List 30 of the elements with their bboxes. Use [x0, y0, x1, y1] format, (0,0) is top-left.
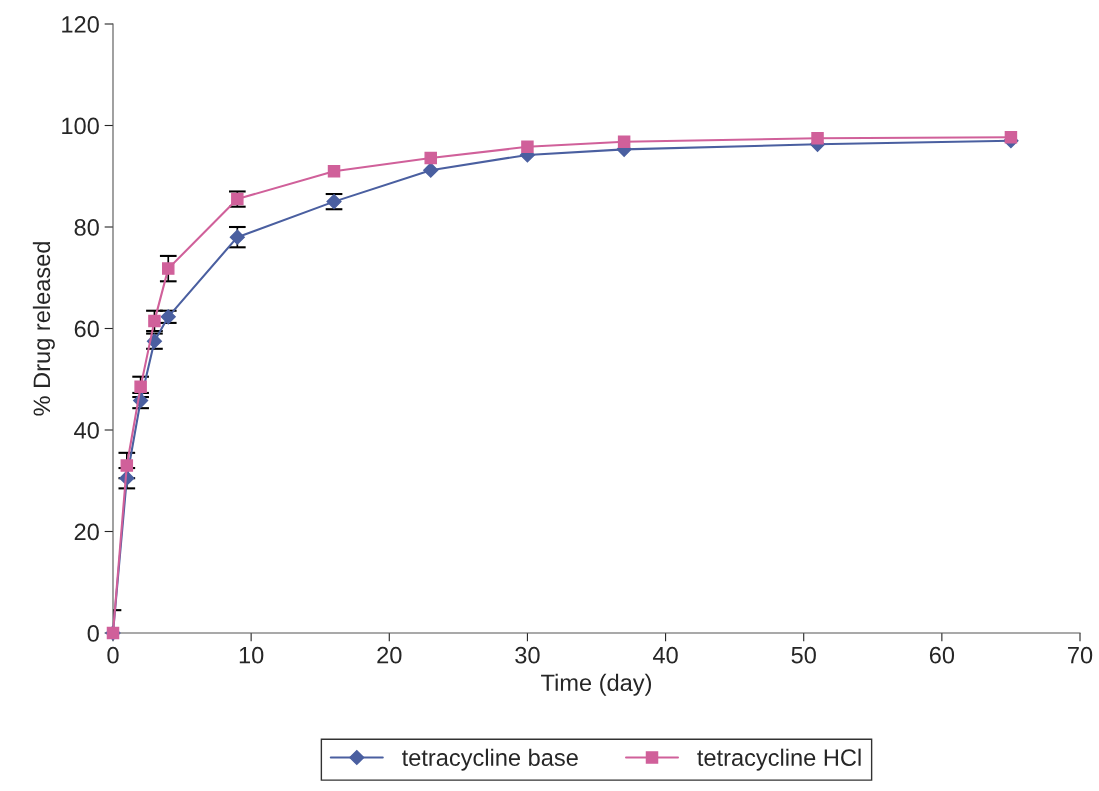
y-tick-label: 100 — [62, 117, 99, 135]
y-axis-title: % Drug released — [32, 242, 55, 416]
y-tick-label: 40 — [74, 422, 99, 439]
y-tick-label: 0 — [87, 625, 99, 642]
point — [148, 314, 161, 328]
x-tick-label: 10 — [239, 646, 264, 664]
point — [423, 162, 439, 178]
legend-label: tetracycline HCl — [697, 748, 861, 771]
point — [617, 135, 631, 148]
y-tick-label: 120 — [62, 16, 99, 33]
point — [327, 164, 341, 178]
x-tick-label: 30 — [515, 646, 540, 664]
x-tick-label: 20 — [377, 646, 402, 664]
point — [120, 459, 134, 472]
y-tick-label: 80 — [74, 219, 99, 236]
x-axis-title: Time (day) — [541, 673, 652, 696]
x-tick-label: 70 — [1068, 646, 1093, 664]
point — [811, 131, 824, 145]
x-tick-label: 0 — [107, 646, 119, 664]
point — [162, 262, 175, 275]
legend-label: tetracycline base — [402, 748, 578, 771]
point — [231, 192, 244, 206]
point — [521, 140, 534, 154]
point — [424, 151, 437, 165]
y-tick-label: 20 — [74, 523, 99, 541]
x-tick-label: 60 — [929, 646, 955, 664]
x-tick-label: 50 — [791, 646, 816, 664]
point — [1004, 130, 1018, 144]
x-tick-label: 40 — [652, 646, 678, 664]
y-tick-label: 60 — [74, 320, 99, 338]
